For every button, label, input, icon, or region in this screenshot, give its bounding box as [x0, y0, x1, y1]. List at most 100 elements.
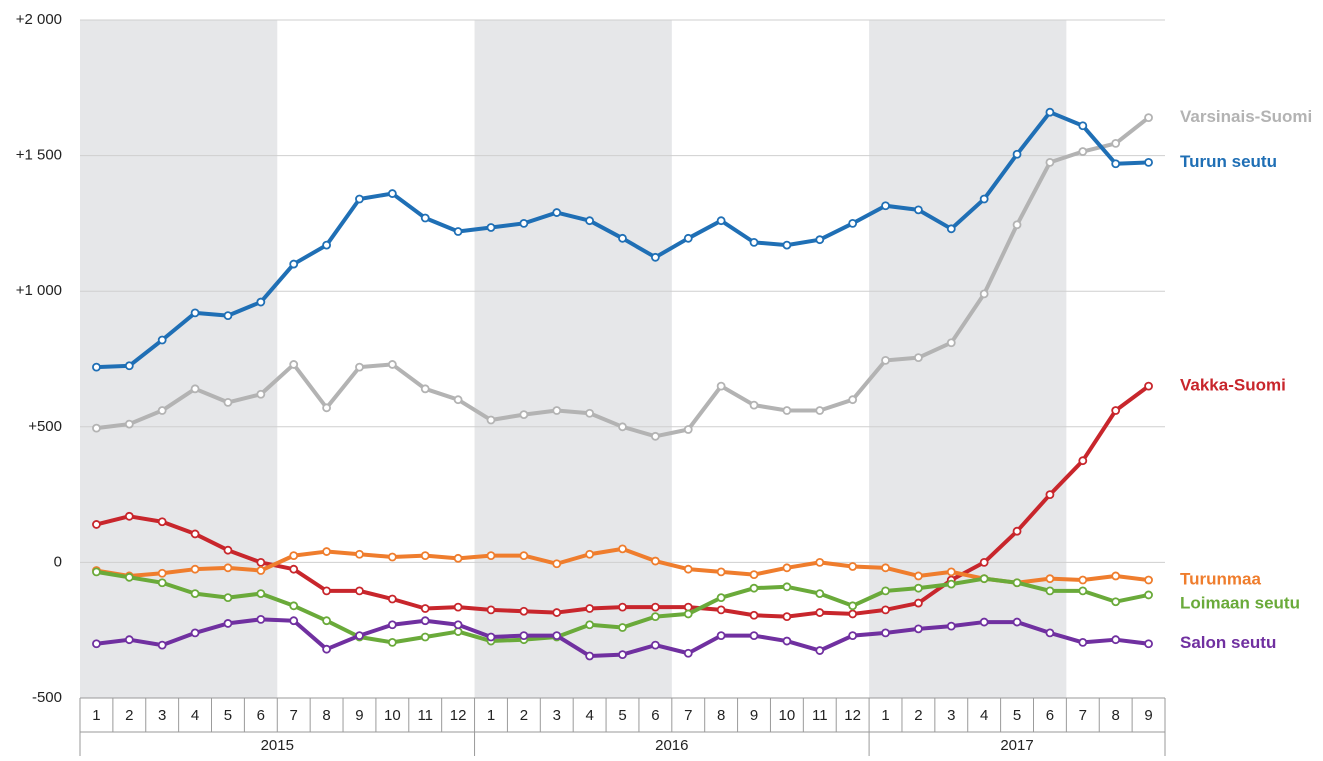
x-tick-label: 8: [322, 707, 330, 724]
data-point: [289, 564, 299, 574]
data-point: [1111, 159, 1121, 169]
data-point: [618, 650, 627, 660]
data-point: [914, 583, 923, 593]
data-point: [650, 602, 660, 612]
data-point: [585, 651, 595, 661]
data-point: [815, 558, 825, 567]
data-point: [914, 353, 923, 363]
data-point: [782, 636, 792, 646]
x-tick-label: 1: [487, 707, 495, 724]
data-point: [914, 598, 923, 608]
data-point: [486, 551, 496, 561]
data-point: [92, 520, 101, 529]
data-point: [848, 601, 858, 611]
data-point: [848, 395, 858, 405]
data-point: [420, 551, 430, 561]
x-tick-label: 1: [92, 707, 100, 724]
data-point: [453, 602, 463, 612]
data-point: [585, 216, 595, 226]
x-tick-label: 2: [914, 707, 922, 724]
data-point: [585, 549, 595, 559]
x-tick-label: 7: [290, 707, 298, 724]
data-point: [256, 589, 266, 598]
data-point: [124, 511, 134, 521]
data-point: [848, 562, 858, 571]
data-point: [420, 616, 430, 626]
data-point: [1012, 578, 1022, 588]
data-point: [1012, 220, 1022, 230]
data-point: [815, 589, 825, 598]
data-point: [881, 201, 890, 211]
data-point: [355, 194, 364, 204]
data-point: [881, 605, 890, 615]
data-point: [519, 218, 529, 228]
data-point: [979, 617, 989, 627]
x-tick-label: 3: [947, 707, 955, 724]
data-point: [749, 583, 759, 593]
x-tick-label: 1: [881, 707, 889, 724]
half-year-shade: [474, 20, 672, 698]
data-point: [355, 586, 364, 596]
data-point: [486, 632, 496, 642]
x-tick-label: 4: [191, 707, 199, 724]
data-point: [552, 608, 562, 617]
data-point: [322, 403, 331, 413]
data-point: [683, 233, 693, 243]
data-point: [190, 564, 200, 574]
data-point: [190, 628, 200, 638]
data-point: [124, 635, 134, 645]
data-point: [223, 545, 233, 555]
data-point: [585, 620, 595, 630]
data-point: [1012, 149, 1022, 159]
data-point: [1111, 138, 1121, 148]
data-point: [124, 572, 134, 582]
data-point: [946, 338, 956, 348]
data-point: [1111, 597, 1121, 607]
data-point: [618, 544, 627, 554]
data-point: [1078, 456, 1088, 466]
data-point: [716, 631, 726, 641]
data-point: [716, 216, 726, 226]
data-point: [387, 552, 397, 562]
x-tick-label: 2: [520, 707, 528, 724]
data-point: [815, 646, 825, 655]
data-point: [92, 639, 101, 649]
data-point: [1144, 157, 1153, 167]
data-point: [124, 419, 134, 429]
data-point: [749, 400, 759, 410]
data-point: [157, 335, 167, 345]
data-point: [190, 589, 200, 598]
data-point: [223, 311, 233, 321]
year-label: 2017: [1000, 737, 1033, 754]
data-point: [1144, 590, 1153, 600]
data-point: [453, 395, 463, 405]
data-point: [322, 240, 331, 250]
data-point: [979, 558, 989, 567]
data-point: [1111, 635, 1121, 645]
data-point: [749, 631, 759, 641]
data-point: [519, 410, 529, 419]
data-point: [387, 638, 397, 647]
x-tick-label: 10: [384, 707, 401, 724]
x-tick-label: 6: [1046, 707, 1054, 724]
year-label: 2016: [655, 737, 688, 754]
y-tick-label: +2 000: [16, 11, 62, 28]
data-point: [552, 208, 562, 217]
data-point: [1144, 575, 1153, 585]
data-point: [355, 362, 364, 372]
x-tick-label: 12: [844, 707, 861, 724]
x-tick-label: 9: [1144, 707, 1152, 724]
data-point: [848, 609, 858, 619]
data-point: [585, 408, 595, 418]
data-point: [92, 423, 101, 433]
data-point: [782, 563, 792, 573]
data-point: [683, 564, 693, 574]
data-point: [486, 415, 496, 425]
data-point: [289, 360, 299, 369]
data-point: [979, 574, 989, 584]
data-point: [749, 237, 759, 247]
data-point: [618, 623, 627, 632]
data-point: [552, 559, 562, 569]
x-tick-label: 12: [450, 707, 467, 724]
